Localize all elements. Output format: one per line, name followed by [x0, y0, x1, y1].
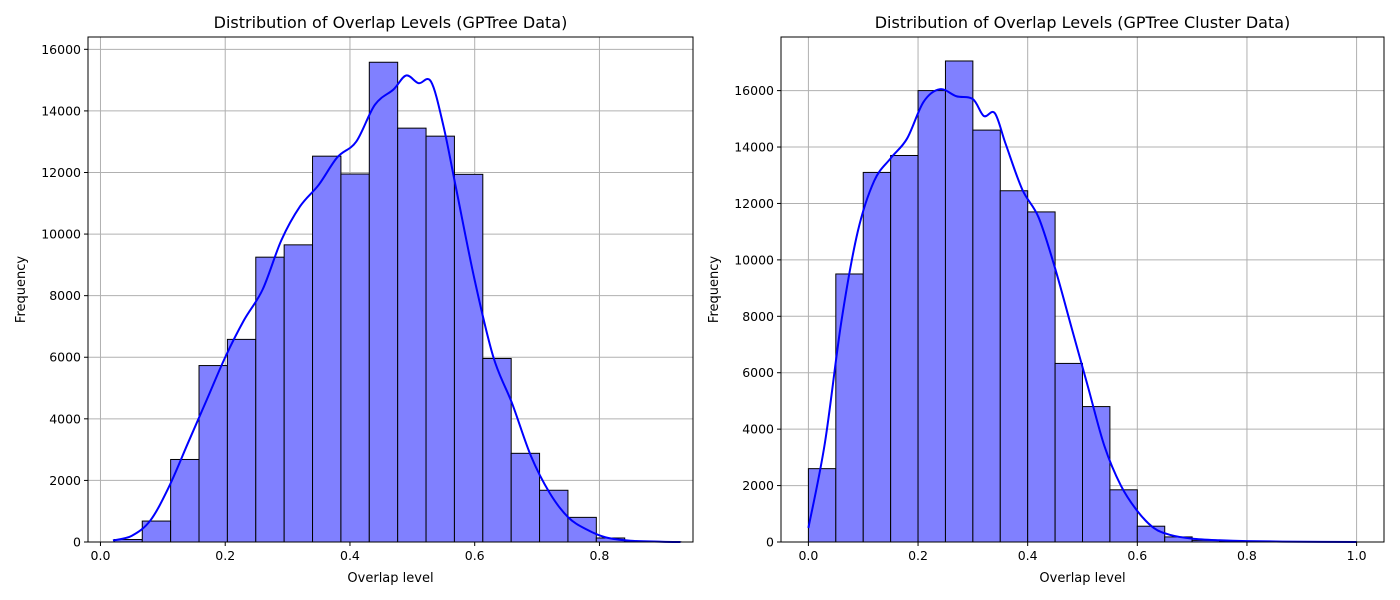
x-tick-label: 0.8	[589, 548, 609, 563]
y-tick-label: 14000	[734, 140, 774, 155]
histogram-bar	[482, 357, 512, 543]
y-axis-label: Frequency	[14, 256, 29, 323]
histogram-bar	[283, 244, 314, 543]
histogram-bar	[312, 155, 342, 543]
y-tick-label: 14000	[41, 103, 81, 118]
x-tick-label: 0.6	[465, 548, 485, 563]
histogram-bar	[340, 173, 370, 543]
y-tick-label: 2000	[742, 478, 774, 493]
histogram-bar	[1027, 211, 1056, 543]
axes-frame	[780, 36, 1385, 543]
chart-title: Distribution of Overlap Levels (GPTree D…	[214, 13, 568, 32]
y-tick-label: 16000	[41, 42, 81, 57]
axes-frame	[87, 36, 694, 543]
x-axis-label: Overlap level	[1039, 571, 1125, 586]
histogram-bars	[807, 60, 1358, 543]
histogram-bar	[972, 129, 1001, 543]
histogram-bar	[1136, 525, 1166, 543]
histogram-bar	[425, 135, 455, 543]
x-tick-label: 0.0	[798, 548, 818, 563]
x-tick-label: 0.2	[215, 548, 235, 563]
chart-title: Distribution of Overlap Levels (GPTree C…	[875, 13, 1291, 32]
histogram-bar	[917, 90, 946, 543]
x-axis-label: Overlap level	[347, 571, 433, 586]
y-tick-label: 2000	[49, 473, 81, 488]
histogram-bar	[944, 60, 974, 543]
histogram-bar	[397, 127, 427, 543]
histogram-bar	[890, 154, 919, 543]
x-tick-label: 0.0	[91, 548, 111, 563]
histogram-bar	[999, 190, 1029, 543]
histogram-bar	[1082, 406, 1111, 543]
x-tick-label: 0.8	[1237, 548, 1257, 563]
histogram-bar	[368, 61, 399, 543]
x-tick-label: 0.4	[1018, 548, 1038, 563]
histogram-bar	[862, 171, 892, 543]
histogram-bar	[198, 365, 228, 543]
y-tick-label: 4000	[742, 422, 774, 437]
histogram-bar	[226, 338, 257, 543]
histogram-bar	[510, 452, 541, 543]
y-tick-label: 12000	[734, 196, 774, 211]
tick-marks: 0.0 0.2 0.4 0.6 0.8 1.0 0 2000 4000 6000 8000 10000…	[734, 83, 1366, 563]
y-tick-label: 4000	[49, 411, 81, 426]
histogram-bar	[1109, 489, 1138, 543]
y-tick-label: 10000	[41, 227, 81, 242]
x-tick-label: 0.4	[340, 548, 360, 563]
y-tick-label: 8000	[49, 288, 81, 303]
histogram-bar	[835, 273, 864, 543]
chart-gptree-data: 0.0 0.2 0.4 0.6 0.8 0 2000 4000 6000 8000 10000 120…	[14, 13, 694, 586]
y-tick-label: 12000	[41, 165, 81, 180]
histogram-bar	[453, 173, 484, 543]
kde-curve	[807, 88, 1357, 543]
y-tick-label: 8000	[742, 309, 774, 324]
y-tick-label: 0	[766, 535, 774, 550]
histogram-bar	[255, 256, 285, 543]
x-tick-label: 1.0	[1347, 548, 1367, 563]
chart-gptree-cluster-data: 0.0 0.2 0.4 0.6 0.8 1.0 0 2000 4000 6000 8000 10000…	[707, 13, 1385, 586]
y-tick-label: 6000	[742, 365, 774, 380]
x-tick-label: 0.2	[908, 548, 928, 563]
y-tick-label: 0	[73, 535, 81, 550]
y-tick-label: 10000	[734, 252, 774, 267]
x-tick-label: 0.6	[1127, 548, 1147, 563]
histogram-bars	[113, 61, 682, 543]
histogram-bar	[1054, 362, 1084, 543]
tick-marks: 0.0 0.2 0.4 0.6 0.8 0 2000 4000 6000 8000 10000 120…	[41, 42, 609, 563]
kde-curve	[112, 74, 681, 543]
y-axis-label: Frequency	[707, 256, 722, 323]
y-tick-label: 6000	[49, 350, 81, 365]
y-tick-label: 16000	[734, 83, 774, 98]
